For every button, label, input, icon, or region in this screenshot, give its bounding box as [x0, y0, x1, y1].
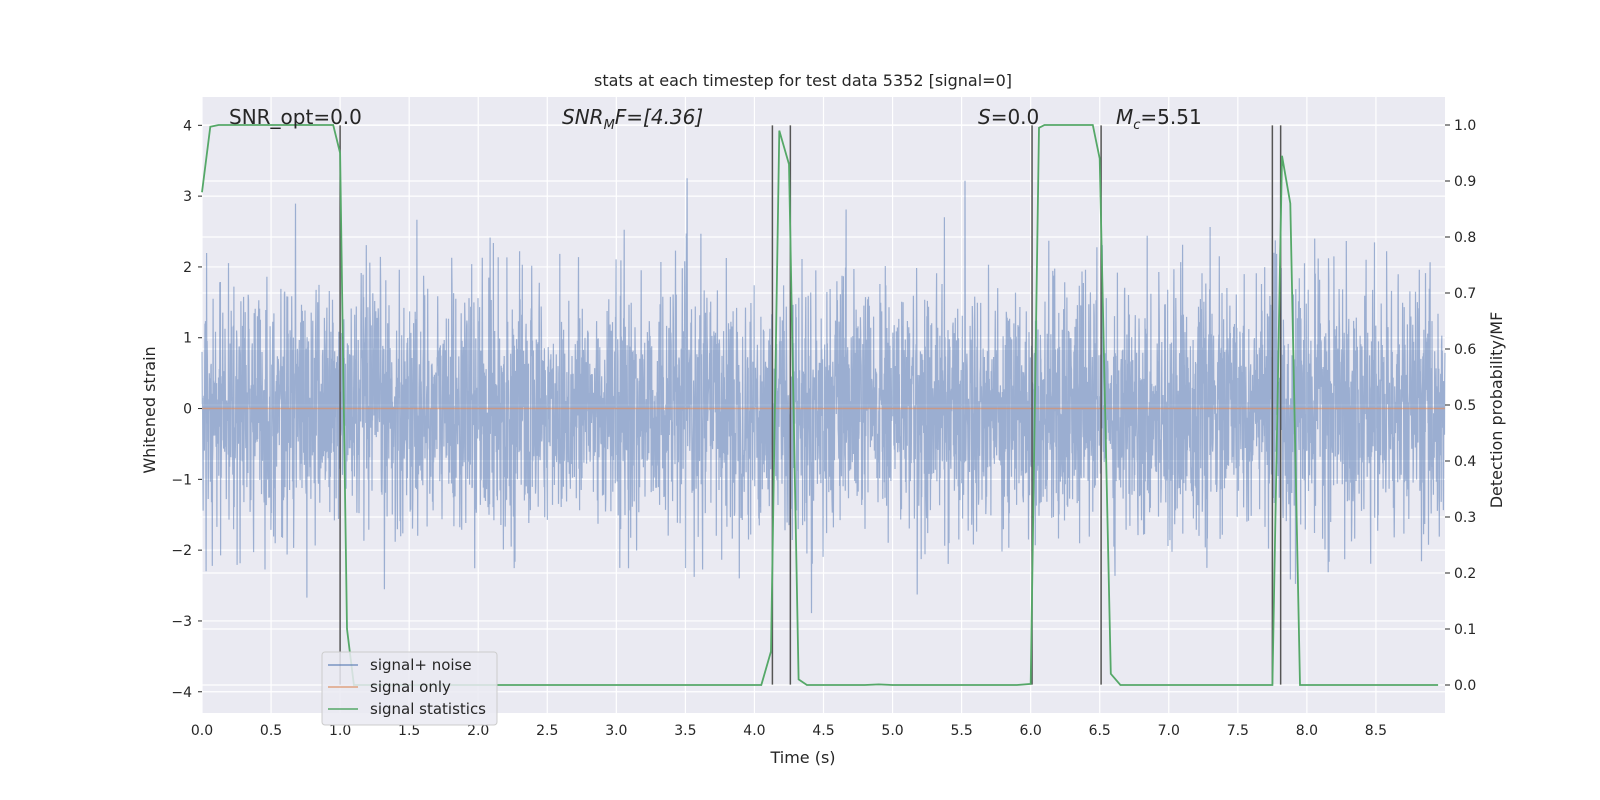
x-tick-label: 1.0 — [329, 723, 351, 739]
x-tick-label: 0.0 — [191, 723, 213, 739]
annotation-s: S=0.0 — [978, 105, 1039, 129]
y-tick-label-right: 0.4 — [1454, 454, 1476, 470]
x-tick-label: 8.5 — [1365, 723, 1387, 739]
annotation-snr-opt: SNR_opt=0.0 — [229, 105, 362, 129]
y-tick-label-right: 0.9 — [1454, 174, 1476, 190]
x-tick-label: 8.0 — [1296, 723, 1318, 739]
x-tick-label: 1.5 — [398, 723, 420, 739]
y-tick-label-right: 0.3 — [1454, 510, 1476, 526]
y-tick-label-left: 0 — [183, 402, 192, 418]
y-tick-label-left: −3 — [171, 614, 192, 630]
x-tick-label: 2.0 — [467, 723, 489, 739]
x-tick-label: 5.5 — [950, 723, 972, 739]
stats-series — [201, 124, 1439, 686]
y-axis-label-right: Detection probability/MF — [1487, 312, 1506, 509]
y-tick-label-right: 0.0 — [1454, 678, 1476, 694]
x-tick-label: 3.5 — [674, 723, 696, 739]
legend-label-signal-only: signal only — [370, 678, 451, 696]
x-tick-label: 0.5 — [260, 723, 282, 739]
x-tick-label: 4.0 — [743, 723, 765, 739]
annotation-mc: Mc=5.51 — [1116, 105, 1202, 133]
y-tick-label-right: 0.1 — [1454, 622, 1476, 638]
y-tick-label-right: 0.2 — [1454, 566, 1476, 582]
y-tick-label-left: −2 — [171, 543, 192, 559]
y-tick-label-right: 0.5 — [1454, 398, 1476, 414]
legend-label-noise: signal+ noise — [370, 656, 472, 674]
series-line-signal-noise — [201, 178, 1446, 614]
noise-series — [201, 178, 1446, 614]
legend-box — [321, 651, 498, 726]
x-axis-label: Time (s) — [769, 748, 835, 767]
x-tick-label: 5.0 — [881, 723, 903, 739]
y-tick-label-left: 3 — [183, 189, 192, 205]
y-tick-label-left: 4 — [183, 118, 192, 134]
y-tick-label-left: −1 — [171, 472, 192, 488]
y-tick-label-left: −4 — [171, 685, 192, 701]
y-tick-label-left: 2 — [183, 260, 192, 276]
x-tick-label: 4.5 — [812, 723, 834, 739]
x-tick-label: 2.5 — [536, 723, 558, 739]
x-tick-label: 7.0 — [1158, 723, 1180, 739]
legend-label-stats: signal statistics — [370, 700, 486, 718]
y-tick-label-right: 0.8 — [1454, 230, 1476, 246]
y-tick-label-right: 0.7 — [1454, 286, 1476, 302]
legend: signal+ noise signal only signal statist… — [321, 651, 498, 726]
x-tick-label: 6.5 — [1089, 723, 1111, 739]
y-tick-label-left: 1 — [183, 331, 192, 347]
series-line-signal-statistics — [201, 124, 1439, 686]
chart-title: stats at each timestep for test data 535… — [594, 71, 1012, 90]
annotation-snr-mf: SNRMF=[4.36] — [562, 105, 703, 133]
x-tick-label: 6.0 — [1020, 723, 1042, 739]
y-tick-label-right: 0.6 — [1454, 342, 1476, 358]
y-axis-label-left: Whitened strain — [140, 346, 159, 473]
axis-ticks: 0.0 0.5 1.0 1.5 2.0 2.5 3.0 3.5 4.0 4.5 5.0 5.5 6.0 6… — [171, 118, 1476, 739]
x-tick-label: 7.5 — [1227, 723, 1249, 739]
y-tick-label-right: 1.0 — [1454, 118, 1476, 134]
x-tick-label: 3.0 — [605, 723, 627, 739]
